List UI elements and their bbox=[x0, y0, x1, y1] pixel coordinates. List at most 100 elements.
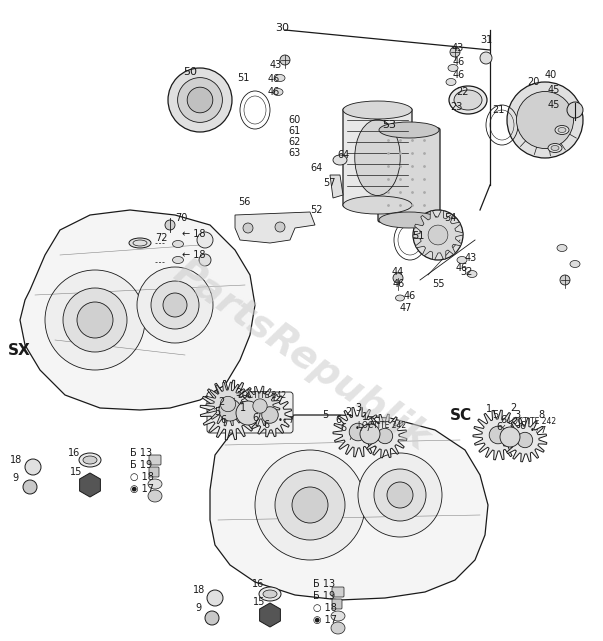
Text: 5: 5 bbox=[214, 407, 220, 417]
Text: 64: 64 bbox=[310, 163, 322, 173]
Text: 57: 57 bbox=[323, 178, 335, 188]
Text: 32: 32 bbox=[460, 267, 472, 277]
Circle shape bbox=[63, 288, 127, 352]
Text: 6: 6 bbox=[220, 415, 226, 425]
Circle shape bbox=[422, 219, 454, 251]
Polygon shape bbox=[473, 410, 523, 460]
Text: •₇ 7: •₇ 7 bbox=[278, 415, 294, 424]
Ellipse shape bbox=[275, 74, 285, 81]
Text: 18: 18 bbox=[193, 585, 205, 595]
Circle shape bbox=[387, 482, 413, 508]
Text: 45: 45 bbox=[548, 85, 560, 95]
Ellipse shape bbox=[355, 119, 400, 196]
Text: 2: 2 bbox=[345, 407, 352, 417]
Polygon shape bbox=[240, 386, 280, 426]
Circle shape bbox=[199, 254, 211, 266]
Text: 46: 46 bbox=[453, 57, 466, 67]
Circle shape bbox=[517, 92, 573, 149]
Polygon shape bbox=[200, 380, 260, 440]
Ellipse shape bbox=[148, 490, 162, 502]
Circle shape bbox=[480, 52, 492, 64]
Text: 31: 31 bbox=[480, 35, 492, 45]
Text: 1: 1 bbox=[240, 403, 246, 413]
Ellipse shape bbox=[379, 122, 439, 138]
Circle shape bbox=[262, 407, 278, 423]
Circle shape bbox=[567, 102, 583, 118]
Circle shape bbox=[165, 220, 175, 230]
Circle shape bbox=[428, 225, 448, 245]
Text: 2: 2 bbox=[510, 403, 516, 413]
Circle shape bbox=[151, 281, 199, 329]
Circle shape bbox=[77, 302, 113, 338]
Text: 9: 9 bbox=[12, 473, 18, 483]
Ellipse shape bbox=[557, 244, 567, 251]
Polygon shape bbox=[260, 603, 280, 627]
Text: 21: 21 bbox=[492, 105, 504, 115]
Text: 55: 55 bbox=[432, 279, 444, 289]
Text: Б 13: Б 13 bbox=[313, 579, 335, 589]
Ellipse shape bbox=[343, 196, 412, 214]
Circle shape bbox=[275, 470, 345, 540]
Text: 5: 5 bbox=[322, 410, 328, 420]
Polygon shape bbox=[20, 210, 255, 410]
Ellipse shape bbox=[558, 128, 566, 133]
Ellipse shape bbox=[570, 260, 580, 267]
Circle shape bbox=[187, 87, 213, 113]
Text: 2: 2 bbox=[218, 397, 224, 407]
FancyBboxPatch shape bbox=[378, 128, 440, 222]
Text: 43: 43 bbox=[270, 60, 282, 70]
Circle shape bbox=[292, 487, 328, 523]
Text: 16: 16 bbox=[68, 448, 80, 458]
Ellipse shape bbox=[396, 295, 405, 301]
Ellipse shape bbox=[551, 146, 559, 151]
Text: 43: 43 bbox=[452, 43, 464, 53]
Circle shape bbox=[219, 399, 241, 421]
Text: 16: 16 bbox=[252, 579, 264, 589]
Ellipse shape bbox=[273, 88, 283, 96]
Text: 61: 61 bbox=[288, 126, 300, 136]
Text: 53: 53 bbox=[382, 120, 396, 130]
FancyBboxPatch shape bbox=[332, 599, 342, 609]
Polygon shape bbox=[80, 473, 100, 497]
Circle shape bbox=[243, 223, 253, 233]
Text: 23: 23 bbox=[450, 102, 463, 112]
Circle shape bbox=[413, 210, 463, 260]
Polygon shape bbox=[210, 415, 488, 600]
Ellipse shape bbox=[333, 155, 347, 165]
Circle shape bbox=[197, 232, 213, 248]
Text: 3: 3 bbox=[514, 410, 520, 420]
Text: ◉ 17: ◉ 17 bbox=[130, 484, 154, 494]
Text: 6: 6 bbox=[252, 413, 258, 423]
Circle shape bbox=[507, 82, 583, 158]
Text: 70: 70 bbox=[175, 213, 188, 223]
Ellipse shape bbox=[172, 240, 183, 247]
Circle shape bbox=[178, 78, 223, 122]
Text: 9: 9 bbox=[195, 603, 201, 613]
FancyBboxPatch shape bbox=[207, 392, 293, 433]
Text: 43: 43 bbox=[465, 253, 477, 263]
Text: ← 18: ← 18 bbox=[182, 250, 206, 260]
Ellipse shape bbox=[555, 126, 569, 135]
Text: 6: 6 bbox=[263, 420, 269, 430]
Circle shape bbox=[23, 480, 37, 494]
Text: 54: 54 bbox=[444, 213, 456, 223]
Text: 46: 46 bbox=[268, 87, 280, 97]
FancyBboxPatch shape bbox=[332, 587, 344, 597]
Ellipse shape bbox=[467, 271, 477, 278]
Text: 3: 3 bbox=[355, 403, 361, 413]
Circle shape bbox=[489, 426, 507, 444]
Text: ← 18: ← 18 bbox=[182, 229, 206, 239]
Text: 15: 15 bbox=[253, 597, 265, 607]
Polygon shape bbox=[333, 407, 383, 457]
Polygon shape bbox=[363, 414, 407, 458]
Text: 46: 46 bbox=[268, 74, 280, 84]
Circle shape bbox=[207, 590, 223, 606]
Circle shape bbox=[450, 47, 460, 57]
Text: SC: SC bbox=[450, 408, 472, 422]
Polygon shape bbox=[235, 212, 315, 243]
Text: 72: 72 bbox=[155, 233, 168, 243]
Text: ○ 18: ○ 18 bbox=[313, 603, 337, 613]
Circle shape bbox=[253, 399, 267, 413]
Text: 62: 62 bbox=[288, 137, 300, 147]
Text: 52: 52 bbox=[310, 205, 323, 215]
